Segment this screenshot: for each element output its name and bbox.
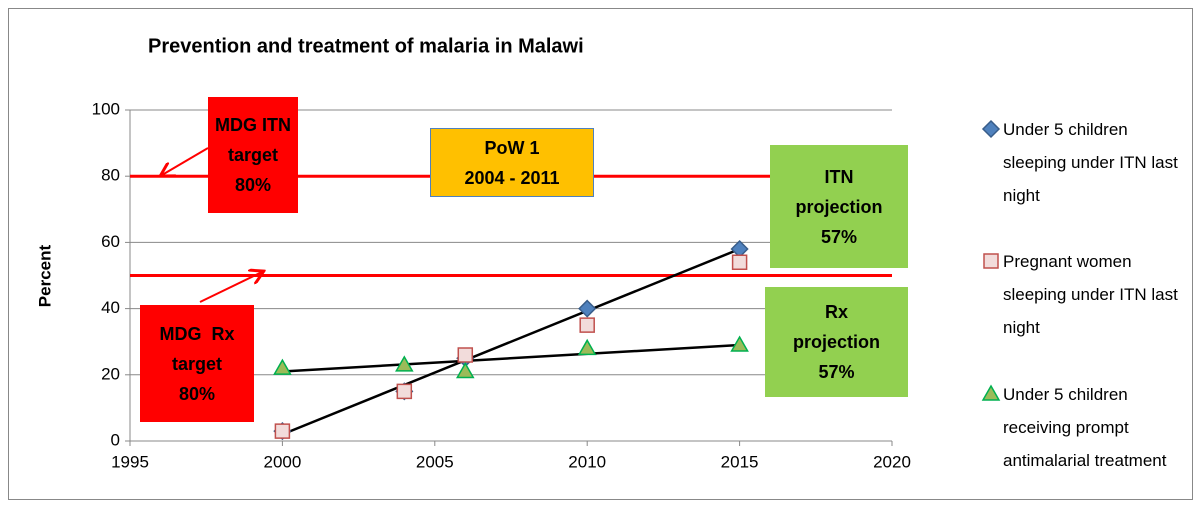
annotation-box: MDG Rx target 80%: [140, 305, 254, 422]
marker: [731, 254, 748, 271]
annotation-text: target: [171, 353, 222, 374]
x-tick-label: 1995: [111, 452, 149, 471]
chart-title: Prevention and treatment of malaria in M…: [148, 35, 584, 57]
legend-marker-box: [981, 119, 1001, 139]
annotation-text: Rx: [824, 302, 848, 322]
y-axis-label: Percent: [35, 244, 54, 307]
legend-label: Under 5 children receiving prompt antima…: [1003, 385, 1167, 470]
annotation-box: MDG ITN target 80%: [208, 97, 298, 213]
annotation-text: PoW 1: [484, 137, 540, 158]
annotation-text: 57%: [820, 226, 858, 247]
trendline: [281, 247, 741, 436]
annotation-text: 57%: [818, 362, 855, 382]
legend-label: Under 5 children sleeping under ITN last…: [1003, 120, 1178, 205]
annotation-text: MDG ITN: [215, 115, 291, 135]
marker: [274, 423, 291, 439]
y-tick-label: 80: [101, 166, 120, 185]
arrow: [199, 272, 262, 303]
annotation-box: ITN projection 57%: [770, 145, 908, 268]
marker: [578, 299, 597, 318]
y-tick-label: 20: [101, 364, 120, 383]
legend-marker-box: [983, 253, 999, 269]
marker: [395, 355, 414, 372]
marker: [577, 338, 597, 356]
annotation-text: projection: [795, 196, 883, 217]
marker: [981, 119, 1001, 139]
annotation-text: 80%: [178, 383, 216, 404]
annotation-text: 2004 - 2011: [464, 167, 560, 188]
marker: [579, 317, 595, 333]
x-tick-label: 2000: [263, 452, 301, 471]
annotation-text: 80%: [234, 175, 272, 195]
x-tick-label: 2005: [416, 452, 454, 471]
marker: [273, 358, 292, 375]
annotation-text: projection: [792, 332, 880, 352]
marker: [457, 347, 474, 363]
legend-marker-box: [981, 384, 1001, 401]
arrow: [162, 147, 209, 175]
y-tick-label: 100: [92, 99, 120, 118]
x-tick-label: 2020: [873, 452, 911, 471]
x-tick-label: 2010: [568, 452, 606, 471]
marker: [455, 361, 475, 379]
y-tick-label: 60: [101, 232, 120, 251]
x-tick-label: 2015: [721, 452, 759, 471]
marker: [396, 383, 413, 400]
y-tick-label: 0: [111, 430, 120, 449]
legend-label: Pregnant women sleeping under ITN last n…: [1003, 252, 1178, 337]
annotation-text: ITN: [824, 166, 854, 187]
trendline: [282, 343, 740, 373]
annotation-text: MDG Rx: [159, 323, 235, 344]
annotation-text: target: [227, 145, 278, 165]
y-tick-label: 40: [101, 298, 120, 317]
annotation-box: PoW 1 2004 - 2011: [430, 128, 594, 197]
marker: [730, 335, 749, 352]
annotation-box: Rx projection 57%: [765, 287, 908, 397]
frame: [8, 8, 1193, 500]
marker: [981, 384, 1001, 401]
marker: [983, 253, 999, 269]
